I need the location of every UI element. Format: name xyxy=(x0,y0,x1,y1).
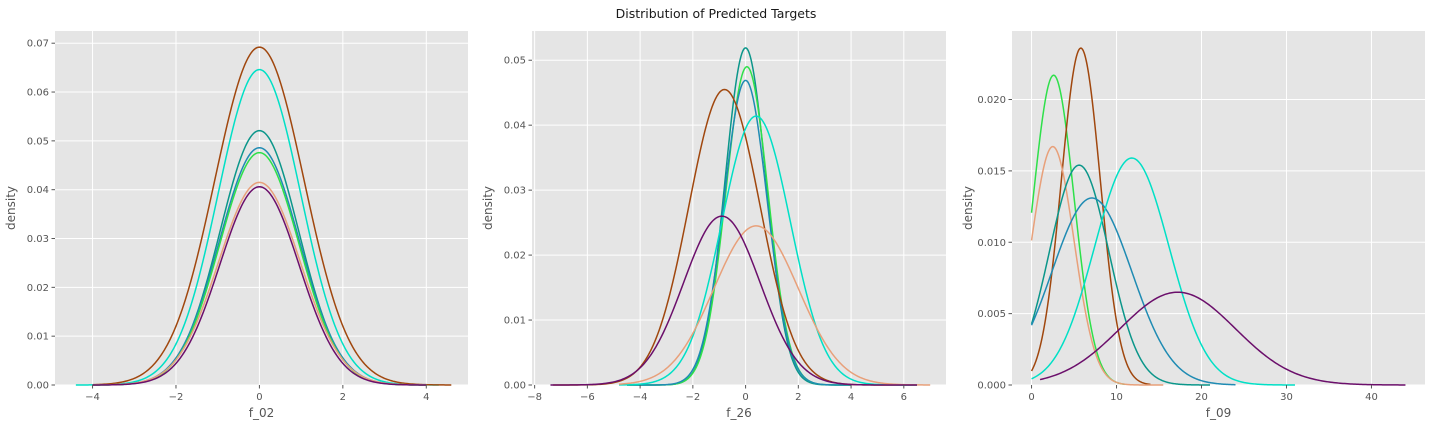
y-tick-label: 0.00 xyxy=(27,381,49,392)
series-line-7 xyxy=(1039,291,1406,386)
y-tick-label: 0.000 xyxy=(977,381,1006,392)
y-tick-label: 0.04 xyxy=(504,121,526,132)
y-tick-label: 0.01 xyxy=(27,332,49,343)
y-tick-label: 0.06 xyxy=(27,88,49,99)
x-tick-label: −4 xyxy=(85,392,100,403)
x-tick-label: −2 xyxy=(169,392,184,403)
y-tick-label: 0.04 xyxy=(27,185,49,196)
x-tick-label: 4 xyxy=(423,392,429,403)
x-tick-label: 40 xyxy=(1365,392,1378,403)
series-line-5 xyxy=(619,115,917,386)
series-line-6 xyxy=(92,181,427,386)
y-tick-label: 0.07 xyxy=(27,39,49,50)
chart-panel-2: −8 −6 −4 −2 0 2 4 6 0.00 0.01 0.02 0.03 0.04 0.05 f_26… xyxy=(481,31,946,420)
x-tick-label: 4 xyxy=(848,392,854,403)
y-tick-label: 0.01 xyxy=(504,316,526,327)
x-tick-label: 20 xyxy=(1195,392,1208,403)
x-tick-label: 10 xyxy=(1110,392,1123,403)
series-line-3 xyxy=(626,79,852,386)
series-line-6 xyxy=(1031,157,1295,386)
y-tick-label: 0.03 xyxy=(27,234,49,245)
series-line-1 xyxy=(75,68,439,386)
y-tick-label: 0.010 xyxy=(977,238,1006,249)
series-line-2 xyxy=(92,46,452,386)
y-tick-label: 0.02 xyxy=(504,251,526,262)
x-tick-label: 0 xyxy=(256,392,262,403)
y-axis-label: density xyxy=(481,186,495,230)
x-tick-label: −8 xyxy=(527,392,542,403)
x-tick-label: 2 xyxy=(795,392,801,403)
figure-title: Distribution of Predicted Targets xyxy=(616,6,817,21)
chart-panel-1: −4 −2 0 2 4 0.00 0.01 0.02 0.03 0.04 0.05 0.06 0.07 f… xyxy=(4,31,468,420)
y-axis-label: density xyxy=(4,186,18,230)
y-tick-label: 0.05 xyxy=(27,136,49,147)
series-line-7 xyxy=(550,215,917,386)
x-axis-label: f_09 xyxy=(1206,406,1232,420)
y-tick-label: 0.020 xyxy=(977,95,1006,106)
x-tick-label: −6 xyxy=(580,392,595,403)
y-tick-label: 0.005 xyxy=(977,309,1006,320)
x-tick-label: 6 xyxy=(901,392,907,403)
plot-area xyxy=(1012,31,1425,385)
y-tick-label: 0.02 xyxy=(27,283,49,294)
x-tick-label: 30 xyxy=(1280,392,1293,403)
x-tick-label: 0 xyxy=(742,392,748,403)
series-line-2 xyxy=(1030,47,1151,386)
series-line-4 xyxy=(1030,164,1211,386)
x-axis-label: f_26 xyxy=(726,406,752,420)
x-tick-label: −4 xyxy=(633,392,648,403)
plot-area xyxy=(532,31,946,385)
y-tick-label: 0.015 xyxy=(977,166,1006,177)
plot-area xyxy=(55,31,468,385)
chart-panel-3: 0 10 20 30 40 0.000 0.005 0.010 0.015 0.020 f_09 de… xyxy=(961,31,1425,420)
y-tick-label: 0.03 xyxy=(504,186,526,197)
series-line-7 xyxy=(92,186,427,386)
y-axis-label: density xyxy=(961,186,975,230)
series-line-3 xyxy=(1030,145,1164,386)
series-line-5 xyxy=(1030,197,1236,386)
x-axis-label: f_02 xyxy=(249,406,275,420)
y-tick-label: 0.05 xyxy=(504,56,526,67)
y-tick-label: 0.00 xyxy=(504,381,526,392)
x-tick-label: 0 xyxy=(1028,392,1034,403)
series-line-6 xyxy=(618,225,931,386)
x-tick-label: −2 xyxy=(685,392,700,403)
x-tick-label: 2 xyxy=(340,392,346,403)
